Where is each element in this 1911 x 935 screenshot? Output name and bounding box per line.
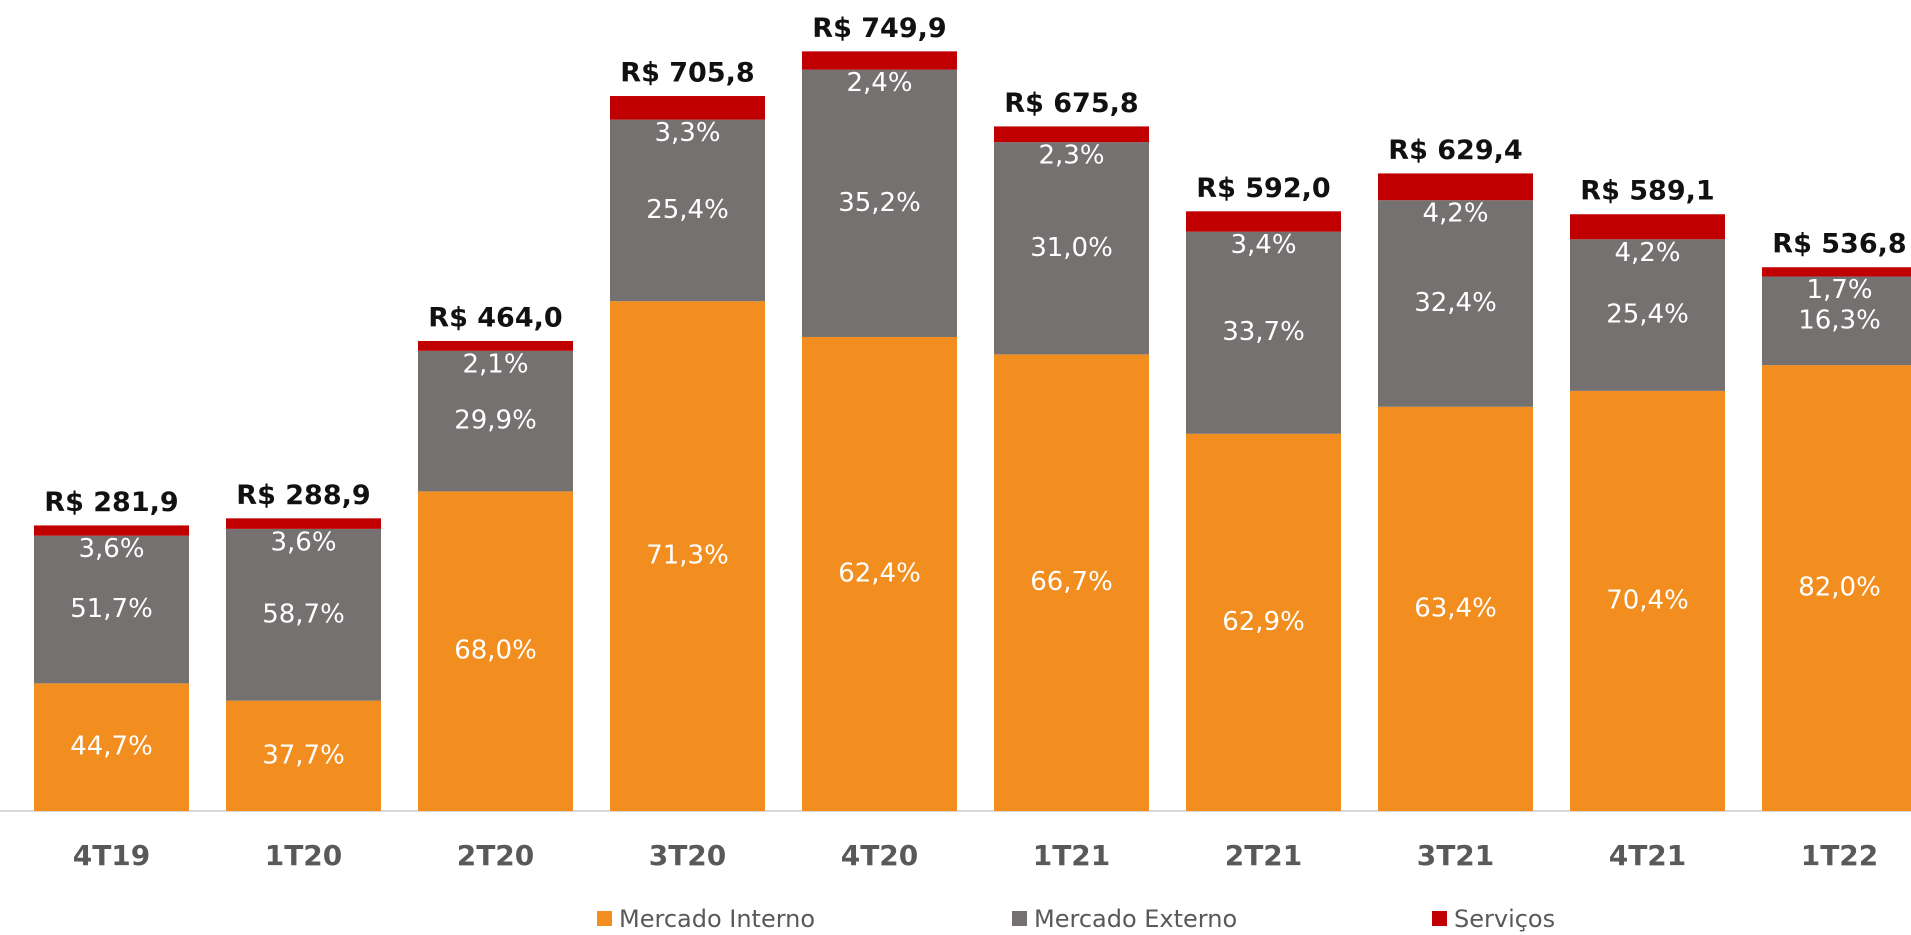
bar-segment	[1378, 200, 1533, 407]
x-tick-label: 1T20	[265, 839, 343, 872]
bar-segment	[994, 354, 1149, 811]
legend-label: Mercado Interno	[619, 905, 815, 933]
value-label: 2,1%	[462, 349, 528, 379]
bar-segment	[1186, 433, 1341, 811]
value-label: 33,7%	[1222, 317, 1305, 347]
total-label: R$ 288,9	[236, 480, 370, 511]
bar-segment	[418, 491, 573, 811]
bar-segment	[34, 683, 189, 811]
value-label: 1,7%	[1806, 275, 1872, 305]
value-label: 3,4%	[1230, 230, 1296, 260]
bar-segment	[1186, 231, 1341, 434]
bar-segment	[1186, 211, 1341, 232]
bar-segment	[34, 525, 189, 536]
value-label: 68,0%	[454, 636, 537, 666]
x-tick-label: 1T22	[1801, 839, 1879, 872]
value-label: 35,2%	[838, 188, 921, 218]
total-label: R$ 629,4	[1388, 135, 1522, 166]
total-label: R$ 464,0	[428, 302, 562, 333]
value-label: 2,3%	[1038, 141, 1104, 171]
bar-segment	[226, 700, 381, 811]
x-tick-label: 4T21	[1609, 839, 1687, 872]
value-label: 70,4%	[1606, 585, 1689, 615]
bar-segment	[1762, 267, 1911, 277]
total-label: R$ 281,9	[44, 487, 178, 518]
value-label: 3,6%	[270, 527, 336, 557]
bar-segment	[1762, 276, 1911, 366]
x-tick-label: 4T20	[841, 839, 919, 872]
value-label: 71,3%	[646, 541, 729, 571]
bar-segment	[1570, 214, 1725, 240]
bar-segment	[802, 336, 957, 811]
value-label: 4,2%	[1614, 238, 1680, 268]
value-label: 44,7%	[70, 732, 153, 762]
x-tick-label: 2T20	[457, 839, 535, 872]
value-label: 58,7%	[262, 599, 345, 629]
bar-segment	[994, 126, 1149, 143]
total-label: R$ 675,8	[1004, 88, 1138, 119]
value-label: 3,3%	[654, 118, 720, 148]
bar-segment	[1762, 365, 1911, 811]
bar-segment	[226, 518, 381, 529]
value-label: 62,4%	[838, 558, 921, 588]
value-label: 32,4%	[1414, 288, 1497, 318]
bar-segment	[802, 51, 957, 70]
bar-segment	[802, 69, 957, 337]
value-label: 3,6%	[78, 534, 144, 564]
bar-segment	[226, 528, 381, 701]
x-tick-label: 2T21	[1225, 839, 1303, 872]
bar-segment	[1570, 390, 1725, 811]
value-label: 25,4%	[646, 195, 729, 225]
value-label: 25,4%	[1606, 300, 1689, 330]
bar-segment	[418, 340, 573, 351]
legend-swatch	[597, 911, 612, 926]
legend-swatch	[1432, 911, 1447, 926]
value-label: 62,9%	[1222, 607, 1305, 637]
bar-segment	[418, 350, 573, 492]
bar-segment	[610, 96, 765, 120]
total-label: R$ 749,9	[812, 13, 946, 44]
value-label: 51,7%	[70, 594, 153, 624]
bar-segment	[994, 142, 1149, 355]
value-label: 31,0%	[1030, 233, 1113, 263]
bar-segment	[610, 301, 765, 811]
value-label: 63,4%	[1414, 593, 1497, 623]
value-label: 82,0%	[1798, 573, 1881, 603]
bar-segment	[1378, 173, 1533, 201]
total-label: R$ 705,8	[620, 58, 754, 89]
value-label: 66,7%	[1030, 567, 1113, 597]
legend-label: Serviços	[1454, 905, 1555, 933]
bar-segment	[610, 119, 765, 302]
bar-segment	[1378, 406, 1533, 811]
x-tick-label: 4T19	[73, 839, 151, 872]
value-label: 29,9%	[454, 406, 537, 436]
total-label: R$ 589,1	[1580, 176, 1714, 207]
x-tick-label: 3T20	[649, 839, 727, 872]
bar-segment	[34, 535, 189, 684]
value-label: 2,4%	[846, 68, 912, 98]
legend-label: Mercado Externo	[1034, 905, 1237, 933]
x-tick-label: 3T21	[1417, 839, 1495, 872]
total-label: R$ 592,0	[1196, 173, 1330, 204]
value-label: 16,3%	[1798, 305, 1881, 335]
legend-swatch	[1012, 911, 1027, 926]
x-tick-label: 1T21	[1033, 839, 1111, 872]
total-label: R$ 536,8	[1772, 229, 1906, 260]
bar-segment	[1570, 239, 1725, 391]
value-label: 37,7%	[262, 740, 345, 770]
value-label: 4,2%	[1422, 199, 1488, 229]
